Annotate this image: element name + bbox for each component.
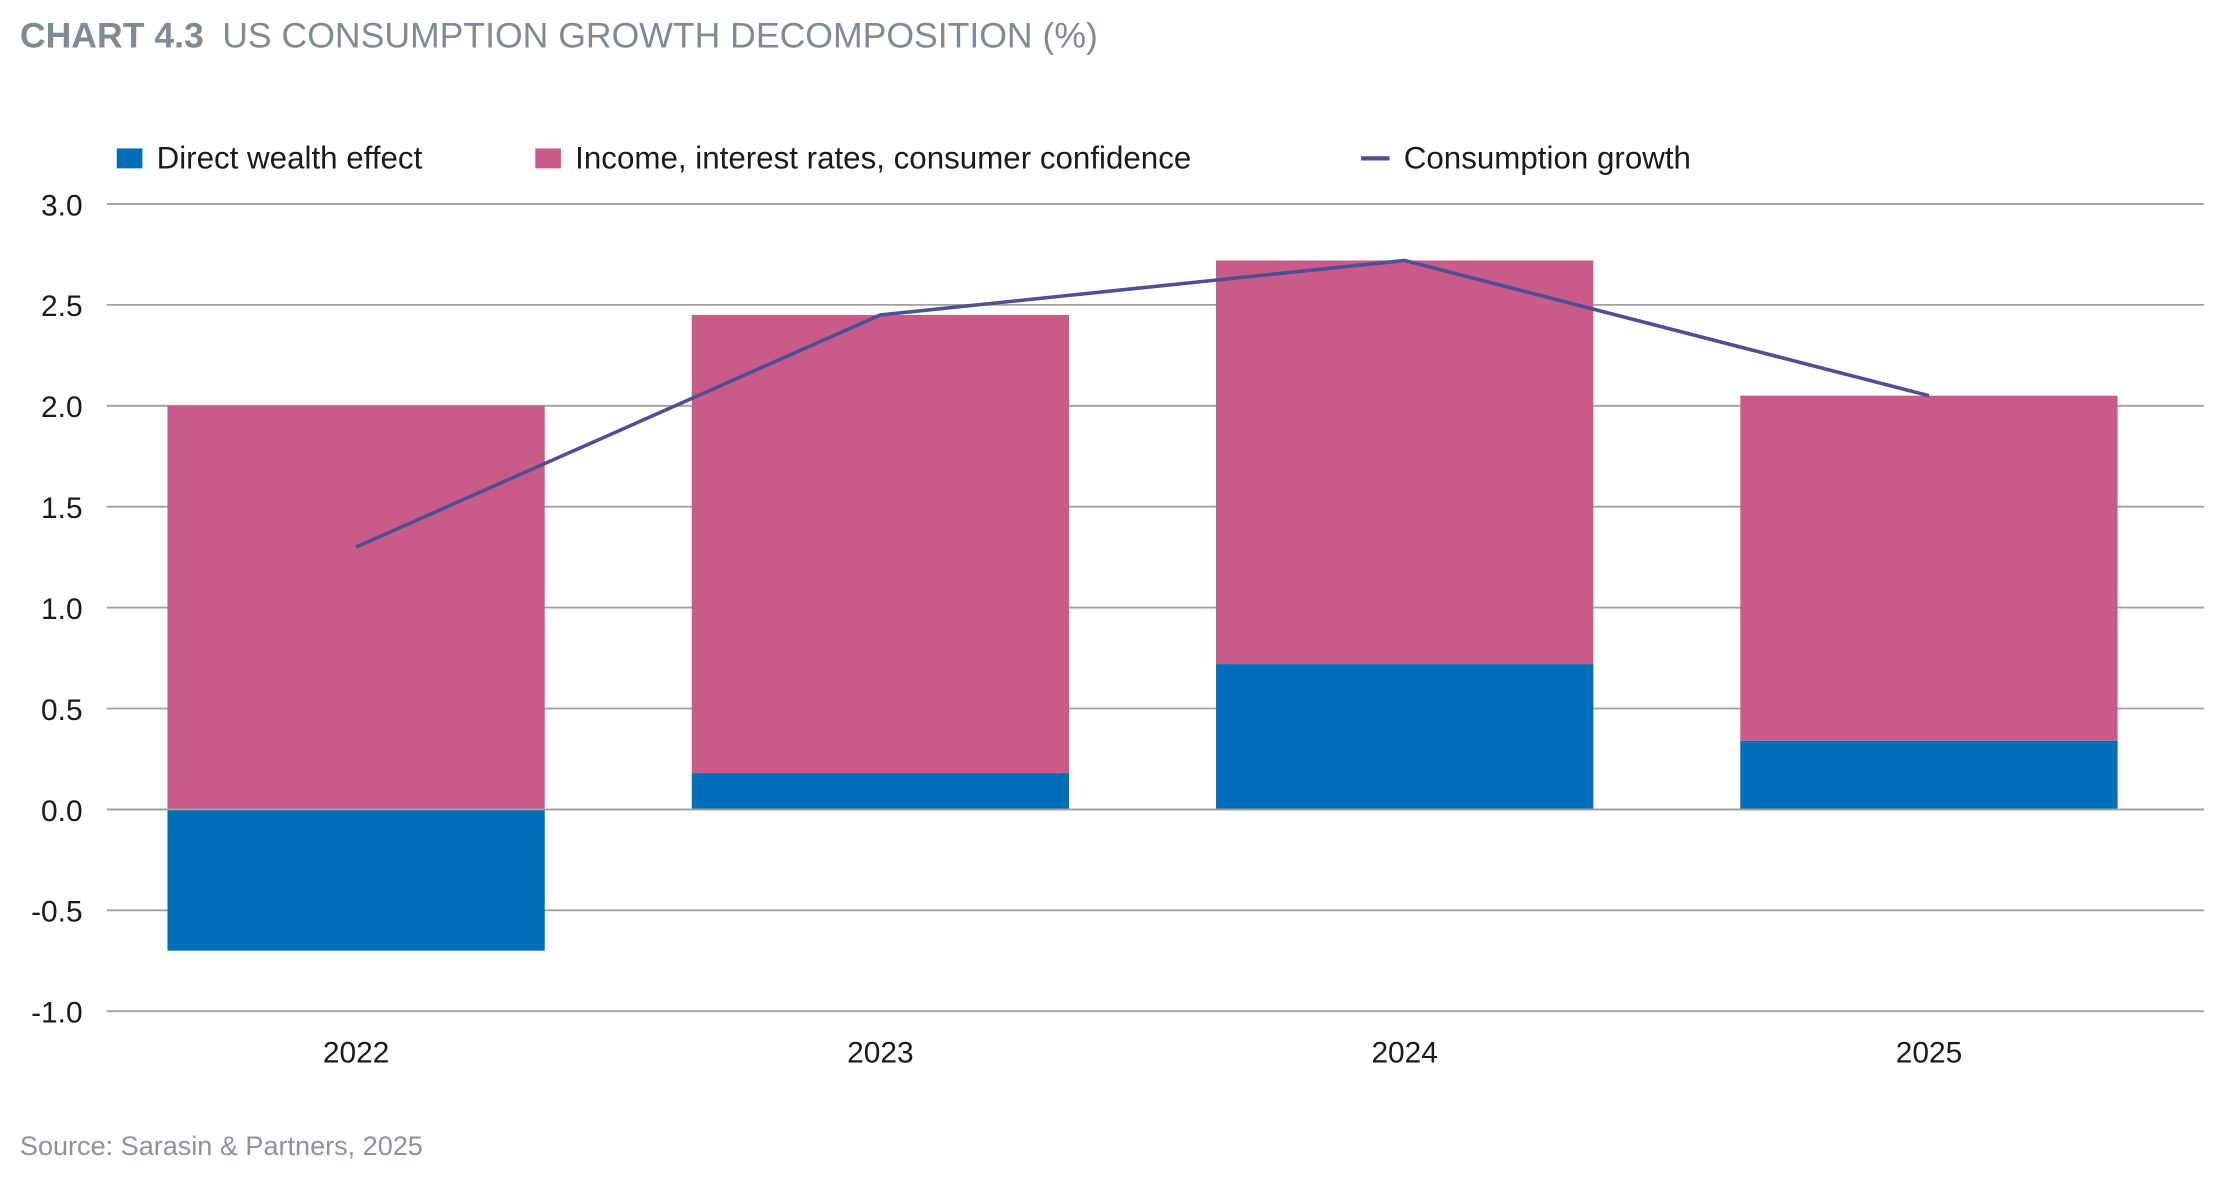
bars: [167, 260, 2118, 951]
bar-wealth-2023: [691, 773, 1070, 810]
y-tick-label: -0.5: [31, 896, 82, 929]
bar-income-2023: [691, 314, 1070, 774]
consumption-growth-line: [355, 258, 1930, 549]
bar-income-2024: [1216, 260, 1594, 665]
y-tick-label: -1.0: [31, 997, 82, 1030]
y-tick-label: 3.0: [41, 189, 83, 222]
consumption-line: [355, 258, 1930, 549]
bar-wealth-2024: [1216, 664, 1594, 810]
y-tick-label: 0.0: [41, 795, 83, 828]
legend-swatch-income: [535, 148, 561, 169]
y-tick-label: 2.5: [41, 290, 83, 323]
bar-income-2022: [167, 405, 545, 810]
y-tick-label: 0.5: [41, 694, 83, 727]
chart-title-text: US CONSUMPTION GROWTH DECOMPOSITION (%): [222, 15, 1098, 55]
bar-wealth-2022: [167, 809, 545, 951]
legend-label-consumption: Consumption growth: [1404, 140, 1691, 175]
y-tick-label: 2.0: [41, 391, 83, 424]
chart-number: CHART 4.3: [20, 15, 204, 55]
chart-title: CHART 4.3 US CONSUMPTION GROWTH DECOMPOS…: [20, 15, 1098, 55]
y-tick-label: 1.0: [41, 593, 83, 626]
legend-swatch-wealth: [116, 148, 143, 169]
bar-income-2025: [1740, 395, 2118, 741]
x-axis-ticks: 2022 2023 2024 2025: [323, 1036, 1962, 1069]
legend-label-income: Income, interest rates, consumer confide…: [575, 140, 1191, 175]
legend: Direct wealth effect Income, interest ra…: [116, 140, 1691, 175]
x-tick-label: 2025: [1896, 1036, 1962, 1069]
x-tick-label: 2023: [847, 1036, 913, 1069]
y-tick-label: 1.5: [41, 492, 83, 525]
bar-wealth-2025: [1740, 740, 2118, 810]
y-axis-ticks: 3.0 2.5 2.0 1.5 1.0 0.5 0.0 -0.5 -1.0: [31, 189, 82, 1029]
source-note: Source: Sarasin & Partners, 2025: [20, 1131, 423, 1161]
legend-label-wealth: Direct wealth effect: [157, 140, 423, 175]
x-tick-label: 2022: [323, 1036, 389, 1069]
x-tick-label: 2024: [1371, 1036, 1437, 1069]
